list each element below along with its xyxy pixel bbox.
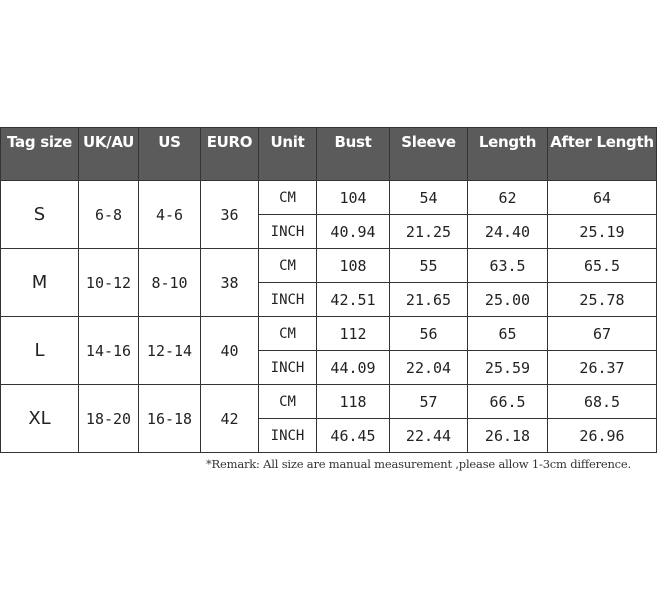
column-header: Bust: [316, 127, 390, 181]
table-cell: 36: [200, 180, 259, 249]
table-cell: INCH: [258, 282, 317, 317]
table-cell: 26.37: [547, 350, 657, 385]
table-cell: 44.09: [316, 350, 390, 385]
column-header: Unit: [258, 127, 317, 181]
table-cell: 25.59: [467, 350, 548, 385]
table-cell: 25.19: [547, 214, 657, 249]
table-row: XL 18-20 16-18 42 CM 118 57 66.5 68.5: [0, 384, 657, 453]
table-cell: 108: [316, 248, 390, 283]
table-cell: 26.18: [467, 418, 548, 453]
table-cell: 21.65: [389, 282, 468, 317]
table-row: M 10-12 8-10 38 CM 108 55 63.5 65.5: [0, 248, 657, 317]
table-cell: 46.45: [316, 418, 390, 453]
column-header: Sleeve: [389, 127, 468, 181]
table-cell: 42: [200, 384, 259, 453]
table-row: INCH 44.09 22.04 25.59 26.37: [1, 350, 657, 385]
table-cell: 66.5: [467, 384, 548, 419]
table-cell: 42.51: [316, 282, 390, 317]
table-cell: XL: [0, 384, 79, 453]
table-cell: 22.44: [389, 418, 468, 453]
table-cell: 22.04: [389, 350, 468, 385]
table-cell: 54: [389, 180, 468, 215]
table-cell: CM: [258, 248, 317, 283]
table-row: INCH 42.51 21.65 25.00 25.78: [1, 282, 657, 317]
table-cell: 6-8: [78, 180, 139, 249]
table-row: INCH 46.45 22.44 26.18 26.96: [1, 418, 657, 453]
column-header: US: [138, 127, 201, 181]
table-cell: 64: [547, 180, 657, 215]
table-cell: 104: [316, 180, 390, 215]
column-header: EURO: [200, 127, 259, 181]
table-cell: INCH: [258, 418, 317, 453]
column-header: Tag size: [0, 127, 79, 181]
table-cell: 25.00: [467, 282, 548, 317]
column-header: After Length: [547, 127, 657, 181]
table-cell: 38: [200, 248, 259, 317]
table-cell: INCH: [258, 350, 317, 385]
table-row: L 14-16 12-14 40 CM 112 56 65 67: [0, 316, 657, 385]
table-cell: 24.40: [467, 214, 548, 249]
table-cell: 68.5: [547, 384, 657, 419]
size-chart-table: Tag size UK/AU US EURO Unit Bust Sleeve Length A…: [0, 127, 657, 453]
table-cell: 65.5: [547, 248, 657, 283]
table-cell: CM: [258, 384, 317, 419]
table-cell: 63.5: [467, 248, 548, 283]
table-cell: 25.78: [547, 282, 657, 317]
table-cell: CM: [258, 316, 317, 351]
table-cell: 8-10: [138, 248, 201, 317]
table-cell: 57: [389, 384, 468, 419]
table-cell: 16-18: [138, 384, 201, 453]
header-row: Tag size UK/AU US EURO Unit Bust Sleeve Length A…: [0, 127, 657, 181]
table-cell: M: [0, 248, 79, 317]
table-cell: 118: [316, 384, 390, 419]
table-cell: INCH: [258, 214, 317, 249]
remark-note: *Remark: All size are manual measurement…: [206, 457, 631, 471]
column-header: UK/AU: [78, 127, 139, 181]
table-cell: 18-20: [78, 384, 139, 453]
table-cell: 4-6: [138, 180, 201, 249]
table-cell: 40: [200, 316, 259, 385]
table-cell: 10-12: [78, 248, 139, 317]
table-row: S 6-8 4-6 36 CM 104 54 62 64: [0, 180, 657, 249]
table-cell: 26.96: [547, 418, 657, 453]
table-cell: 40.94: [316, 214, 390, 249]
table-cell: 14-16: [78, 316, 139, 385]
table-cell: 21.25: [389, 214, 468, 249]
table-cell: S: [0, 180, 79, 249]
table-row: INCH 40.94 21.25 24.40 25.19: [1, 214, 657, 249]
table-cell: 12-14: [138, 316, 201, 385]
table-cell: 112: [316, 316, 390, 351]
table-cell: 65: [467, 316, 548, 351]
table-cell: 55: [389, 248, 468, 283]
table-cell: 62: [467, 180, 548, 215]
table-cell: 56: [389, 316, 468, 351]
table-cell: 67: [547, 316, 657, 351]
table-cell: L: [0, 316, 79, 385]
column-header: Length: [467, 127, 548, 181]
table-cell: CM: [258, 180, 317, 215]
